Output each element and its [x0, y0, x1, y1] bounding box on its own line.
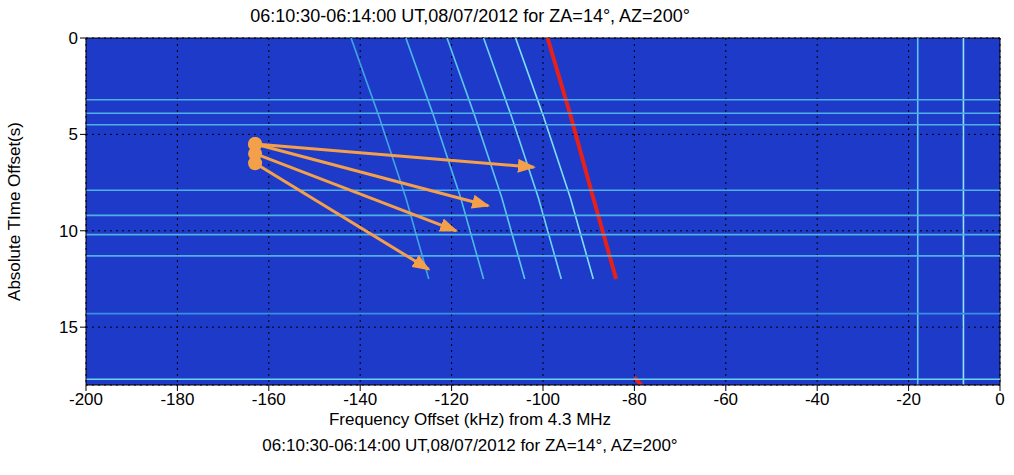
svg-text:-100: -100 — [526, 390, 560, 409]
svg-text:-20: -20 — [896, 390, 921, 409]
svg-text:-80: -80 — [622, 390, 647, 409]
svg-text:0: 0 — [995, 390, 1004, 409]
html-text:Frequency Offset (kHz) from 4.: Frequency Offset (kHz) from 4.3 MHz — [328, 410, 612, 429]
svg-text:-40: -40 — [805, 390, 830, 409]
svg-text:-180: -180 — [160, 390, 194, 409]
svg-text:-60: -60 — [714, 390, 739, 409]
svg-text:0: 0 — [69, 29, 78, 48]
svg-text:10: 10 — [59, 222, 78, 241]
svg-text:-120: -120 — [435, 390, 469, 409]
html-text:06:10:30-06:14:00 UT,08/07/201: 06:10:30-06:14:00 UT,08/07/2012 for ZA=1… — [262, 436, 678, 455]
svg-text:5: 5 — [69, 125, 78, 144]
svg-text:-160: -160 — [252, 390, 286, 409]
svg-text:-200: -200 — [69, 390, 103, 409]
svg-text:Absolute TIme Offset(s): Absolute TIme Offset(s) — [5, 122, 24, 301]
svg-text:15: 15 — [59, 318, 78, 337]
svg-text:-140: -140 — [343, 390, 377, 409]
html-text:06:10:30-06:14:00 UT,08/07/201: 06:10:30-06:14:00 UT,08/07/2012 for ZA=1… — [250, 6, 690, 26]
